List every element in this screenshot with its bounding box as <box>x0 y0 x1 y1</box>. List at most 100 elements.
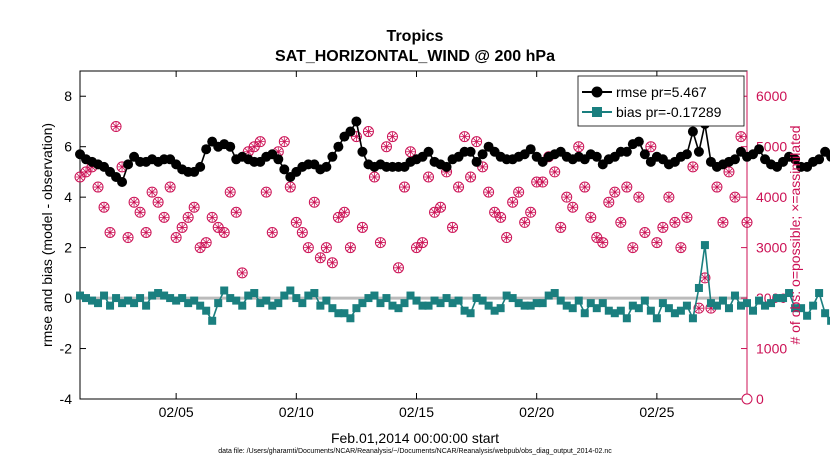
nobs-possible-marker <box>326 257 338 269</box>
nobs-possible-marker <box>681 211 693 223</box>
bias-marker <box>190 296 199 305</box>
nobs-assimilated-marker <box>285 182 295 192</box>
nobs-possible-marker <box>404 146 416 158</box>
nobs-assimilated-marker <box>652 238 662 247</box>
rmse-marker <box>117 177 128 188</box>
y-tick-label-right: 0 <box>756 391 764 407</box>
series-layer <box>74 116 830 405</box>
nobs-possible-marker <box>398 181 410 193</box>
nobs-assimilated-marker <box>123 233 133 242</box>
bias-marker <box>592 304 601 313</box>
nobs-assimilated-marker <box>496 212 506 222</box>
rmse-marker <box>477 149 488 160</box>
legend: rmse pr=5.467 bias pr=-0.17289 <box>577 75 745 127</box>
nobs-assimilated-marker <box>622 182 632 192</box>
bias-marker <box>334 309 343 318</box>
bias-marker <box>724 304 733 313</box>
rmse-marker <box>826 151 830 162</box>
nobs-assimilated-marker <box>712 182 722 192</box>
nobs-assimilated-marker <box>532 177 542 187</box>
bias-marker <box>442 294 451 303</box>
bias-marker <box>148 291 157 300</box>
nobs-possible-marker <box>200 237 212 249</box>
legend-rmse-marker <box>591 86 603 98</box>
bias-marker <box>136 294 145 303</box>
bias-marker <box>94 299 103 308</box>
data-file-footnote: data file: /Users/gharamti/Documents/NCA… <box>218 448 612 455</box>
nobs-assimilated-marker <box>339 207 349 217</box>
bias-marker <box>700 241 709 250</box>
nobs-possible-marker <box>621 181 633 193</box>
nobs-possible-marker <box>290 216 302 228</box>
nobs-possible-marker <box>170 232 182 244</box>
nobs-possible-marker <box>374 237 386 249</box>
rmse-marker <box>351 116 362 127</box>
nobs-assimilated-marker <box>195 243 205 253</box>
nobs-possible-marker <box>669 216 681 228</box>
nobs-assimilated-marker <box>706 303 716 313</box>
bias-marker <box>586 299 595 308</box>
nobs-assimilated-marker <box>724 167 734 177</box>
nobs-possible-marker <box>609 186 621 198</box>
nobs-possible-marker <box>663 191 675 203</box>
nobs-assimilated-marker <box>442 167 451 177</box>
bias-marker <box>82 294 91 303</box>
nobs-assimilated-marker <box>646 142 656 152</box>
nobs-assimilated-marker <box>165 182 175 192</box>
nobs-assimilated-marker <box>670 217 680 227</box>
nobs-assimilated-marker <box>418 238 427 247</box>
bias-marker <box>358 299 367 308</box>
bias-marker <box>88 296 97 305</box>
nobs-assimilated-marker <box>358 223 367 232</box>
bias-marker <box>376 299 385 308</box>
nobs-possible-marker <box>417 237 429 249</box>
bias-marker <box>785 289 794 298</box>
nobs-possible-marker <box>368 171 380 183</box>
nobs-assimilated-marker <box>502 233 512 242</box>
legend-box <box>577 75 745 127</box>
nobs-possible-marker <box>675 242 687 254</box>
nobs-assimilated-marker <box>628 243 638 253</box>
bias-marker <box>160 291 169 300</box>
rmse-marker <box>814 154 825 165</box>
nobs-possible-marker <box>477 161 489 173</box>
nobs-possible-marker <box>386 131 398 143</box>
rmse-marker <box>465 146 476 157</box>
bias-marker <box>196 301 205 310</box>
y-axis-label-right: # of obs: o=possible; ×=assimilated <box>787 125 803 344</box>
rmse-marker <box>273 154 284 165</box>
nobs-possible-marker <box>218 226 230 238</box>
bias-marker <box>436 299 445 308</box>
bias-marker <box>478 296 487 305</box>
nobs-assimilated-marker <box>219 228 229 237</box>
nobs-assimilated-marker <box>472 137 481 147</box>
nobs-assimilated-marker <box>243 147 253 157</box>
bias-marker <box>178 294 187 303</box>
nobs-possible-marker <box>158 211 170 223</box>
bias-marker <box>610 309 619 318</box>
rmse-marker <box>681 149 692 160</box>
bias-marker <box>382 294 391 303</box>
nobs-assimilated-marker <box>598 238 608 247</box>
bias-marker <box>568 304 577 313</box>
nobs-assimilated-marker <box>249 142 259 152</box>
bias-marker <box>791 304 800 313</box>
nobs-assimilated-marker <box>147 187 157 197</box>
bias-marker <box>538 299 547 308</box>
nobs-assimilated-marker <box>658 223 668 232</box>
bias-marker <box>274 299 283 308</box>
bias-marker <box>448 299 457 308</box>
bias-marker <box>364 294 373 303</box>
bias-marker <box>743 299 751 308</box>
nobs-assimilated-marker <box>327 258 337 268</box>
nobs-assimilated-marker <box>207 212 217 222</box>
nobs-possible-marker <box>134 206 146 218</box>
bias-marker <box>562 301 571 310</box>
bias-marker <box>652 314 661 323</box>
nobs-assimilated-marker <box>640 228 650 237</box>
bias-marker <box>472 294 481 303</box>
nobs-assimilated-marker <box>267 228 277 237</box>
nobs-possible-marker <box>284 181 296 193</box>
nobs-possible-marker <box>597 237 609 249</box>
nobs-assimilated-marker <box>81 167 91 177</box>
